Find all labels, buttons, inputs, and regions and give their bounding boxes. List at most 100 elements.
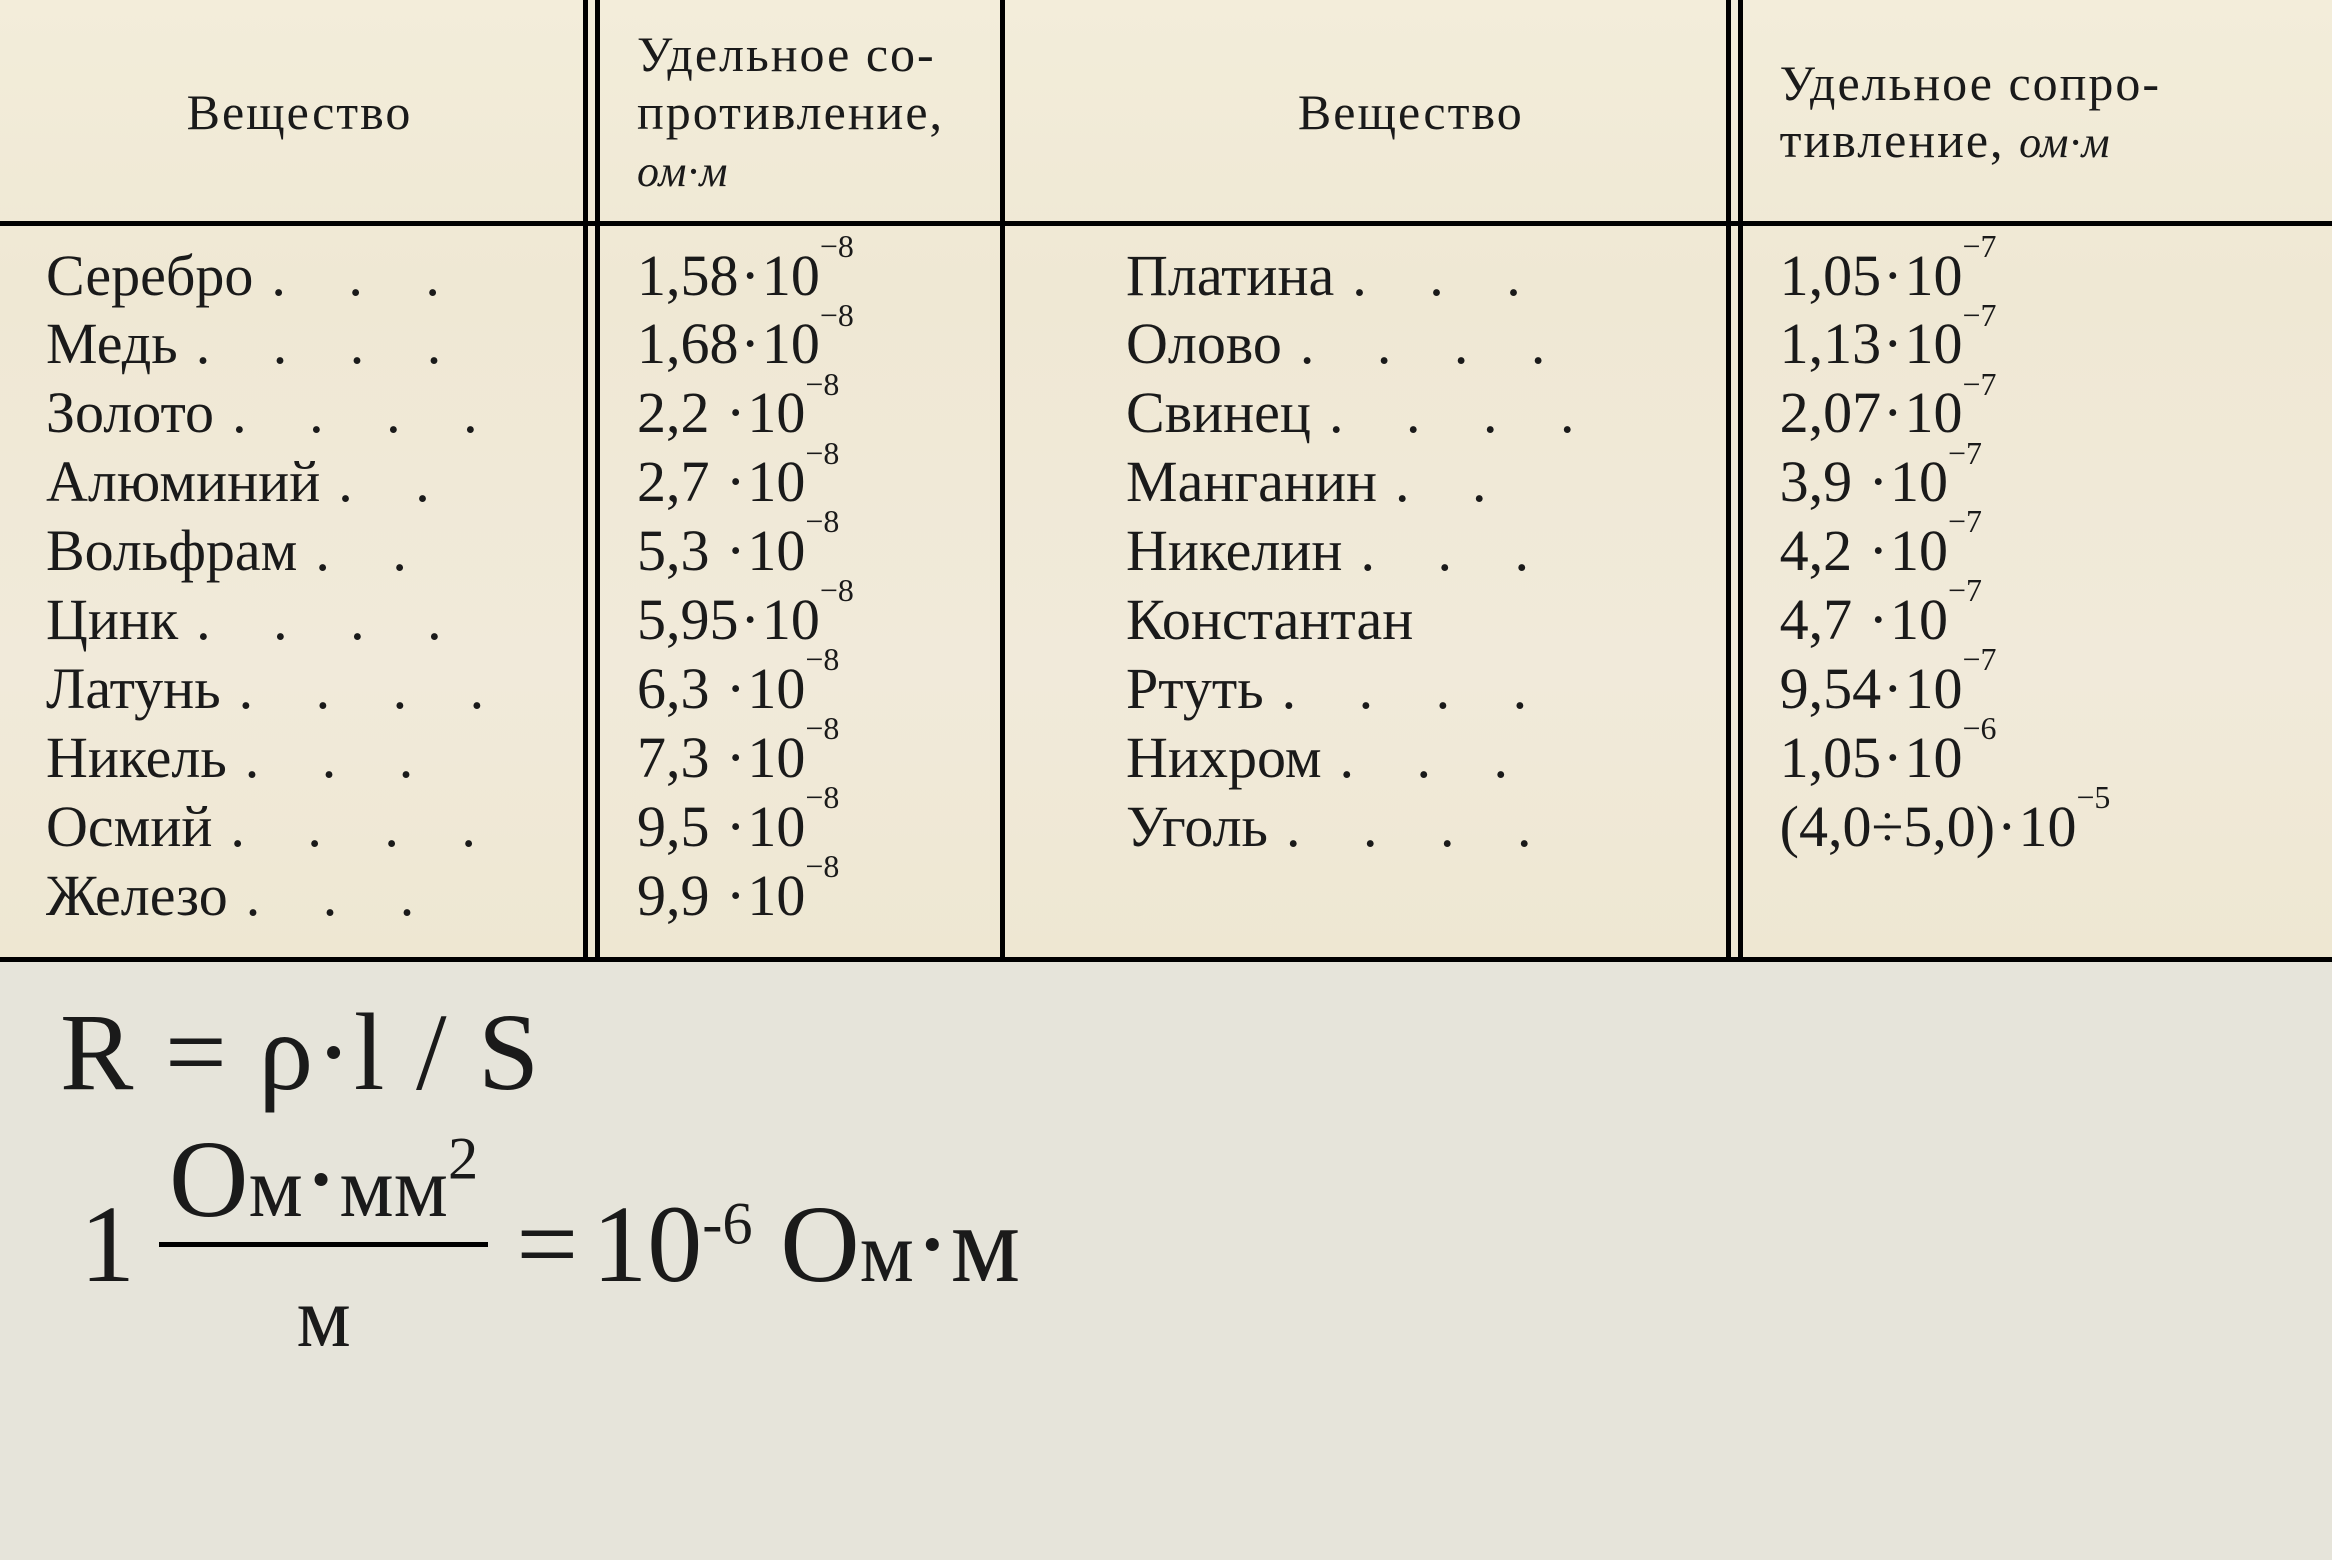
substance-name: Манганин. . [1096,448,1726,517]
header-substance-left: Вещество [0,0,583,223]
header-resistivity-left: Удельное со- противление, ом·м [583,0,1003,223]
leader-dots: . . [320,449,454,514]
substance-name-text: Цинк [46,587,178,652]
resistivity-table-container: Вещество Удельное со- противление, ом·м … [0,0,2332,962]
resistivity-value: 6,3 ·10−8 [583,655,1003,724]
column-gutter [1003,310,1096,379]
substance-name: Олово. . . . [1096,310,1726,379]
num-O: О [169,1118,248,1240]
resistivity-value-text: (4,0÷5,0)·10−5 [1756,794,2111,859]
table-row: Осмий. . . .9,5 ·10−8 Уголь. . . .(4,0÷5… [0,793,2332,862]
resistivity-value: 2,07·10−7 [1726,379,2332,448]
resistivity-value: 3,9 ·10−7 [1726,448,2332,517]
column-gutter [1003,586,1096,655]
resistivity-value: 4,7 ·10−7 [1726,586,2332,655]
resistivity-value-text: 1,05·10−6 [1756,725,1997,790]
table-body: Серебро. . .1,58·10−8 Платина. . .1,05·1… [0,223,2332,957]
resistivity-value: 2,2 ·10−8 [583,379,1003,448]
substance-name-text: Вольфрам [46,518,297,583]
resistivity-value: 1,58·10−8 [583,223,1003,310]
leader-dots: . . . . [178,587,466,652]
substance-name: Никелин. . . [1096,517,1726,586]
resistivity-value: 1,05·10−6 [1726,724,2332,793]
formula-block: R = ρ·l / S 1 Ом·мм2 м = 10-6 Ом·м [0,962,2332,1560]
unit-conv-denominator: м [286,1247,360,1370]
column-gutter [1003,724,1096,793]
unit-conv-numerator: Ом·мм2 [159,1119,488,1242]
num-sq: 2 [448,1125,478,1192]
substance-name: Цинк. . . . [0,586,583,655]
substance-name-text: Медь [46,311,178,376]
substance-name: Уголь. . . . [1096,793,1726,862]
unit-conv-fraction: Ом·мм2 м [159,1119,488,1370]
substance-name: Алюминий. . [0,448,583,517]
leader-dots: . . . . [1268,794,1556,859]
substance-name-text: Ртуть [1126,656,1264,721]
substance-name-text: Осмий [46,794,212,859]
substance-name: Осмий. . . . [0,793,583,862]
resistivity-value: 2,7 ·10−8 [583,448,1003,517]
resistivity-table: Вещество Удельное со- противление, ом·м … [0,0,2332,957]
substance-name-text: Олово [1126,311,1282,376]
leader-dots: . . [1377,449,1511,514]
leader-dots: . . . . [1282,311,1570,376]
substance-name: Константан [1096,586,1726,655]
leader-dots: . . . . [1311,380,1599,445]
resistivity-value: 5,95·10−8 [583,586,1003,655]
substance-name-text: Железо [46,863,228,928]
formula-resistance: R = ρ·l / S [60,992,2282,1113]
resistivity-value-text: 1,58·10−8 [613,243,854,308]
resistivity-value: 1,13·10−7 [1726,310,2332,379]
column-gutter [1003,379,1096,448]
substance-name: Железо. . . [0,862,583,957]
leader-dots: . . . [1334,243,1545,308]
table-row: Вольфрам. .5,3 ·10−8 Никелин. . .4,2 ·10… [0,517,2332,586]
resistivity-value: 7,3 ·10−8 [583,724,1003,793]
header-resistivity-left-l2: противление, [637,84,944,140]
column-gutter [1003,223,1096,310]
rhs-m1: м [860,1205,914,1300]
rhs-m2: м [951,1183,1021,1305]
substance-name-text: Платина [1126,243,1334,308]
header-substance-left-text: Вещество [187,84,413,140]
substance-name-text: Алюминий [46,449,320,514]
header-resistivity-right: Удельное сопро- тивление, ом·м [1726,0,2332,223]
header-gutter [1003,0,1096,223]
unit-conv-equals: = [516,1184,578,1305]
resistivity-value-text: 9,54·10−7 [1756,656,1997,721]
resistivity-value: 1,05·10−7 [1726,223,2332,310]
leader-dots: . . . [1322,725,1533,790]
leader-dots [1413,587,1431,652]
leader-dots: . . . . [178,311,466,376]
resistivity-value-text: 1,13·10−7 [1756,311,1997,376]
header-resistivity-left-l1: Удельное со- [637,26,936,82]
header-resistivity-right-unit: ом·м [2019,118,2110,167]
leader-dots: . . . [227,725,438,790]
resistivity-value-text: 4,7 ·10−7 [1756,587,1982,652]
substance-name: Нихром. . . [1096,724,1726,793]
resistivity-value-text: 9,9 ·10−8 [613,863,839,928]
substance-name [1096,862,1726,957]
unit-conv-one: 1 [80,1184,135,1305]
leader-dots: . . . . [214,380,502,445]
substance-name-text: Золото [46,380,214,445]
substance-name-text: Свинец [1126,380,1311,445]
resistivity-value [1726,862,2332,957]
substance-name-text: Никель [46,725,227,790]
leader-dots: . . [297,518,431,583]
num-dot: · [303,1118,340,1240]
column-gutter [1003,517,1096,586]
page: Вещество Удельное со- противление, ом·м … [0,0,2332,1560]
table-header-row: Вещество Удельное со- противление, ом·м … [0,0,2332,223]
resistivity-value: 4,2 ·10−7 [1726,517,2332,586]
header-resistivity-right-l2: тивление, [1780,112,2005,168]
leader-dots: . . . [228,863,439,928]
leader-dots: . . . . [221,656,509,721]
header-resistivity-right-l1: Удельное сопро- [1780,55,2161,111]
num-m: м [248,1140,302,1235]
table-row: Алюминий. .2,7 ·10−8 Манганин. .3,9 ·10−… [0,448,2332,517]
column-gutter [1003,793,1096,862]
substance-name: Серебро. . . [0,223,583,310]
resistivity-value: 9,9 ·10−8 [583,862,1003,957]
rhs-O: О [780,1183,859,1305]
